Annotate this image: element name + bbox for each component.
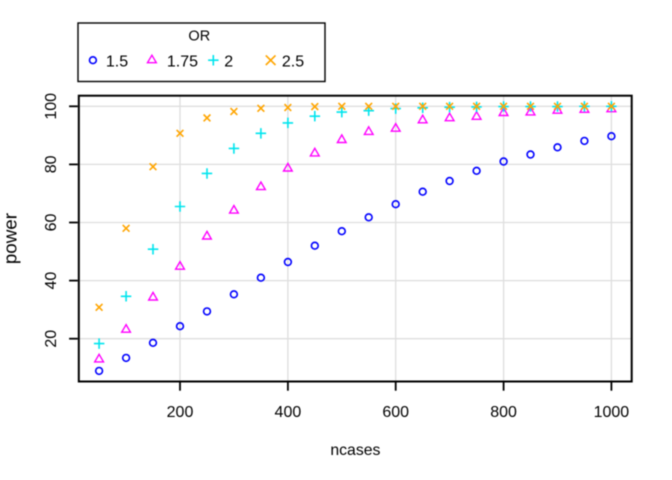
svg-text:800: 800 <box>490 404 517 421</box>
svg-text:600: 600 <box>382 404 409 421</box>
svg-text:200: 200 <box>167 404 194 421</box>
svg-text:power: power <box>0 213 21 264</box>
svg-text:1.5: 1.5 <box>106 53 128 70</box>
svg-text:2: 2 <box>224 53 233 70</box>
svg-text:2.5: 2.5 <box>282 53 304 70</box>
svg-text:400: 400 <box>275 404 302 421</box>
svg-text:20: 20 <box>43 330 60 348</box>
svg-text:1.75: 1.75 <box>167 53 198 70</box>
svg-text:40: 40 <box>43 272 60 290</box>
svg-text:100: 100 <box>43 93 60 120</box>
svg-text:80: 80 <box>43 155 60 173</box>
svg-text:60: 60 <box>43 214 60 232</box>
svg-text:OR: OR <box>188 29 210 45</box>
svg-text:1000: 1000 <box>594 404 630 421</box>
svg-text:ncases: ncases <box>330 442 380 459</box>
